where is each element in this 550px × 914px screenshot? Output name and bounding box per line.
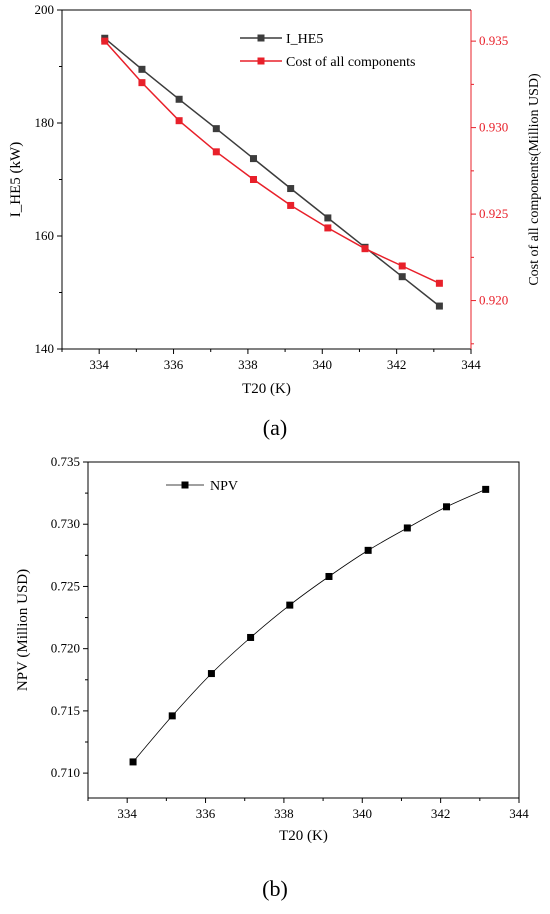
series-0-point (207, 670, 215, 678)
x-tick-label: 338 (274, 806, 294, 821)
series-line-0 (104, 37, 440, 307)
y-left-axis-label: I_HE5 (kW) (8, 142, 24, 217)
y-right-tick-label: 0.935 (479, 33, 508, 48)
y-right-tick-label: 0.920 (479, 293, 508, 308)
x-axis-label: T20 (K) (279, 828, 328, 844)
series-0-point (287, 185, 295, 193)
series-0-point (398, 273, 406, 281)
series-0-point (364, 546, 372, 554)
y-left-tick-label: 200 (35, 2, 55, 17)
series-0-point (168, 712, 176, 720)
series-1-point (175, 117, 183, 125)
series-1-point (138, 79, 146, 87)
series-0-point (435, 302, 443, 310)
x-tick-label: 334 (89, 357, 109, 372)
x-tick-label: 336 (196, 806, 216, 821)
plot-frame (87, 461, 520, 799)
series-1-point (287, 201, 295, 209)
y-axis-label: NPV (Million USD) (15, 569, 31, 691)
series-0-point (443, 503, 451, 511)
series-1-point (101, 37, 109, 45)
series-0-point (138, 65, 146, 73)
x-tick-label: 344 (461, 357, 481, 372)
series-1-point (249, 176, 257, 183)
y-left-tick-label: 180 (35, 115, 55, 130)
x-tick-label: 338 (238, 357, 258, 372)
y-left-tick-label: 160 (35, 228, 55, 243)
x-tick-label: 340 (353, 806, 373, 821)
y-tick-label: 0.725 (51, 578, 80, 593)
series-0-point (325, 572, 333, 580)
legend-marker-0 (181, 481, 189, 489)
legend-label-1: Cost of all components (286, 55, 416, 70)
x-tick-label: 344 (509, 806, 529, 821)
y-tick-label: 0.720 (51, 641, 80, 656)
legend-marker-1 (257, 57, 265, 65)
series-0-point (129, 758, 137, 766)
x-tick-label: 340 (313, 357, 333, 372)
legend-label-0: I_HE5 (286, 32, 323, 47)
legend-label-0: NPV (210, 479, 238, 494)
series-1-point (435, 279, 443, 287)
legend-marker-0 (257, 34, 265, 42)
series-0-point (247, 633, 255, 641)
y-tick-label: 0.735 (51, 454, 80, 469)
series-1-point (212, 148, 220, 156)
y-tick-label: 0.730 (51, 516, 80, 531)
panel-label-b: (b) (262, 876, 288, 901)
series-0-point (324, 214, 332, 222)
y-left-tick-label: 140 (35, 341, 55, 356)
series-line-1 (104, 40, 440, 284)
y-right-tick-label: 0.925 (479, 206, 508, 221)
x-axis-label: T20 (K) (242, 381, 291, 397)
series-1-point (398, 262, 406, 270)
chart-a: 334 336 338 340 342 344 140 160 180 200 0.920 0.925… (8, 2, 542, 397)
series-1-point (324, 224, 332, 232)
series-line-0 (132, 489, 486, 763)
y-tick-label: 0.715 (51, 703, 80, 718)
series-0-point (482, 485, 490, 493)
panel-label-a: (a) (262, 415, 288, 440)
series-0-point (403, 524, 411, 532)
y-tick-label: 0.710 (51, 765, 80, 780)
x-tick-label: 342 (387, 357, 407, 372)
chart-b: 334 336 338 340 342 344 0.710 0.715 0.720 0.725 0.… (15, 454, 529, 844)
x-tick-label: 336 (164, 357, 184, 372)
y-right-axis-label: Cost of all components(Million USD) (527, 73, 542, 286)
series-0-point (212, 125, 220, 133)
series-0-point (175, 95, 183, 103)
series-0-point (286, 601, 294, 609)
series-0-point (249, 155, 257, 163)
y-right-tick-label: 0.930 (479, 120, 508, 135)
x-tick-label: 342 (431, 806, 451, 821)
x-tick-label: 334 (117, 806, 137, 821)
series-1-point (361, 245, 369, 253)
